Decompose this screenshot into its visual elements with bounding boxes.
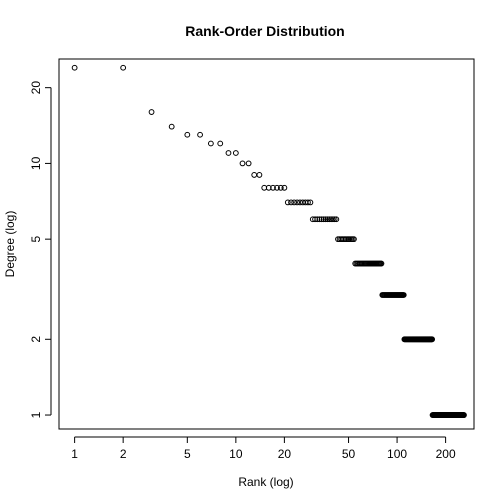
y-tick-label: 5 bbox=[29, 236, 43, 243]
data-point bbox=[217, 140, 224, 147]
y-tick-label: 10 bbox=[29, 156, 43, 170]
data-point bbox=[274, 184, 280, 191]
data-point bbox=[251, 172, 258, 178]
x-tick-label: 50 bbox=[342, 447, 356, 461]
data-point bbox=[232, 150, 239, 156]
x-tick-label: 100 bbox=[387, 447, 407, 461]
y-tick-label: 2 bbox=[29, 336, 43, 343]
data-point bbox=[284, 199, 291, 206]
data-point bbox=[322, 216, 329, 223]
data-point bbox=[305, 199, 311, 206]
data-point bbox=[307, 199, 314, 206]
data-point bbox=[277, 184, 284, 191]
data-point bbox=[333, 216, 340, 223]
data-point bbox=[331, 216, 338, 223]
x-tick-label: 2 bbox=[120, 447, 127, 461]
data-point bbox=[184, 131, 191, 138]
data-point bbox=[314, 216, 321, 223]
data-point bbox=[400, 292, 407, 298]
data-point bbox=[256, 172, 263, 178]
chart-title: Rank-Order Distribution bbox=[185, 23, 344, 39]
data-point bbox=[265, 184, 272, 191]
x-tick-label: 5 bbox=[184, 447, 191, 461]
y-axis-label: Degree (log) bbox=[3, 211, 17, 278]
data-point bbox=[326, 216, 333, 223]
data-point bbox=[320, 216, 327, 223]
x-tick-label: 10 bbox=[229, 447, 243, 461]
data-point bbox=[294, 199, 301, 206]
y-tick-label: 1 bbox=[29, 411, 43, 418]
data-point bbox=[378, 260, 385, 267]
data-point bbox=[297, 199, 303, 206]
data-point bbox=[324, 216, 331, 223]
data-point bbox=[148, 109, 155, 115]
data-points bbox=[71, 64, 467, 418]
data-point bbox=[429, 336, 436, 343]
data-point bbox=[71, 64, 78, 71]
x-tick-label: 200 bbox=[436, 447, 456, 461]
x-axis-label: Rank (log) bbox=[238, 475, 293, 489]
y-axis: 1 2 5 10 20 bbox=[29, 81, 52, 418]
data-point bbox=[225, 150, 232, 156]
data-point bbox=[239, 160, 246, 167]
data-point bbox=[288, 199, 294, 206]
x-axis: 1 2 5 10 20 50 100 200 bbox=[71, 436, 456, 461]
data-point bbox=[351, 236, 357, 243]
data-point bbox=[245, 160, 252, 167]
data-point bbox=[197, 131, 203, 138]
data-point bbox=[120, 64, 127, 71]
data-point bbox=[281, 184, 288, 191]
data-point bbox=[270, 184, 276, 191]
plot-frame bbox=[58, 58, 475, 430]
data-point bbox=[207, 140, 214, 147]
data-point bbox=[330, 216, 336, 223]
data-point bbox=[461, 412, 467, 418]
data-point bbox=[318, 216, 325, 223]
y-tick-label: 20 bbox=[29, 81, 43, 95]
data-point bbox=[316, 216, 323, 223]
data-point bbox=[168, 123, 175, 130]
data-point bbox=[291, 199, 298, 206]
x-tick-label: 20 bbox=[278, 447, 292, 461]
x-tick-label: 1 bbox=[71, 447, 78, 461]
